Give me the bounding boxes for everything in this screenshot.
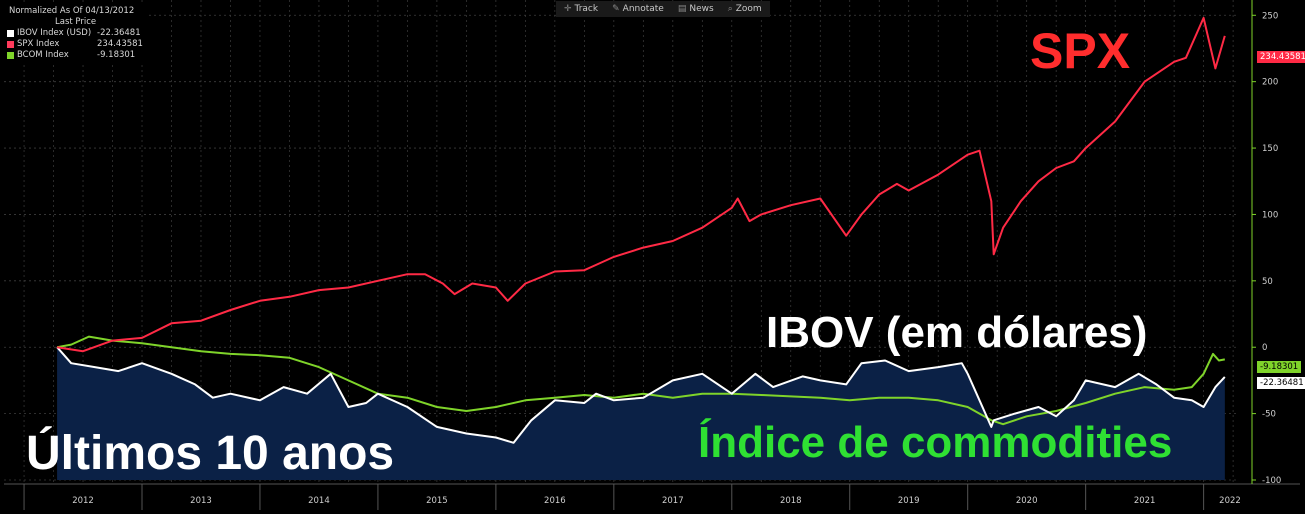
zoom-icon: ⌕: [727, 4, 733, 14]
y-tick-label: 150: [1262, 144, 1278, 154]
period-annotation: Últimos 10 anos: [26, 427, 395, 480]
bcom-annotation: Índice de commodities: [698, 418, 1173, 467]
x-tick-label: 2013: [190, 496, 212, 506]
x-axis: 2012 2013 2014 2015 2016 2017 2018 2019 2020 2021…: [23, 484, 1241, 510]
bcom-last-value-tag: -9.18301: [1257, 361, 1302, 373]
ibov-area: [57, 347, 1225, 480]
legend-item-ibov[interactable]: IBOV Index (USD) -22.36481: [7, 28, 143, 39]
ibov-annotation: IBOV (em dólares): [766, 308, 1148, 357]
y-axis: -100 -50 0 50 100 150 200 250: [1252, 11, 1281, 486]
x-tick-label: 2017: [662, 496, 684, 506]
legend-swatch: [7, 30, 14, 37]
spx-annotation: SPX: [1030, 23, 1131, 79]
y-tick-label: 200: [1262, 78, 1278, 88]
pencil-icon: ✎: [612, 4, 620, 14]
y-tick-label: 0: [1262, 343, 1267, 353]
y-tick-label: -50: [1262, 410, 1276, 420]
bcom-line: [56, 335, 1225, 426]
x-tick-label: 2016: [544, 496, 566, 506]
spx-line: [56, 16, 1226, 353]
ibov-area-fill: [57, 347, 1225, 480]
y-tick-label: -100: [1262, 476, 1281, 486]
legend-header: Normalized As Of 04/13/2012: [9, 6, 135, 16]
x-tick-label: 2022: [1219, 496, 1241, 506]
x-tick-label: 2019: [898, 496, 920, 506]
ibov-last-value-tag: -22.36481: [1257, 377, 1305, 389]
zoom-button[interactable]: ⌕ Zoom: [727, 4, 762, 14]
x-tick-label: 2015: [426, 496, 448, 506]
legend-subheader: Last Price: [55, 17, 97, 27]
track-button[interactable]: ✛ Track: [564, 4, 599, 14]
y-tick-label: 50: [1262, 277, 1273, 287]
ibov-line: [56, 346, 1226, 444]
x-tick-label: 2020: [1016, 496, 1038, 506]
chart-legend: Normalized As Of 04/13/2012 Last Price I…: [3, 4, 147, 63]
annotate-button[interactable]: ✎ Annotate: [612, 4, 664, 14]
legend-item-bcom[interactable]: BCOM Index -9.18301: [7, 50, 143, 61]
news-button[interactable]: ▤ News: [677, 4, 714, 14]
legend-swatch: [7, 52, 14, 59]
chart-grid: [4, 0, 1300, 485]
y-tick-label: 250: [1262, 11, 1278, 21]
crosshair-icon: ✛: [564, 4, 572, 14]
legend-swatch: [7, 41, 14, 48]
x-tick-label: 2018: [780, 496, 802, 506]
spx-last-value-tag: 234.43581: [1257, 51, 1305, 63]
chart-series: [56, 16, 1226, 444]
x-tick-label: 2014: [308, 496, 330, 506]
legend-item-spx[interactable]: SPX Index 234.43581: [7, 39, 143, 50]
y-tick-label: 100: [1262, 210, 1278, 220]
x-tick-label: 2021: [1134, 496, 1156, 506]
chart-toolbar: ✛ Track ✎ Annotate ▤ News ⌕ Zoom: [556, 1, 770, 17]
news-icon: ▤: [677, 4, 687, 14]
x-tick-label: 2012: [72, 496, 94, 506]
